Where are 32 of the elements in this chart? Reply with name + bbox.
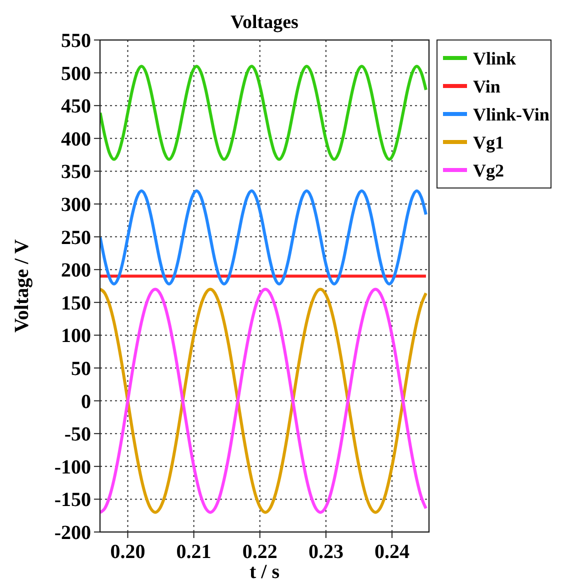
x-tick-label: 0.22	[242, 541, 278, 563]
x-tick-label: 0.21	[176, 541, 212, 563]
y-tick-label: 50	[71, 358, 91, 380]
legend-label: Vg1	[473, 132, 504, 152]
x-axis-title: t / s	[250, 561, 280, 583]
line-series	[100, 189, 428, 286]
legend-label: Vg2	[473, 160, 504, 180]
y-tick-label: 200	[61, 260, 91, 282]
y-tick-label: 100	[61, 325, 91, 348]
y-tick-label: 250	[61, 226, 91, 249]
x-tick-label: 0.23	[308, 541, 344, 563]
y-tick-label: 150	[61, 292, 91, 314]
y-tick-label: -50	[64, 424, 91, 446]
y-tick-label: -150	[54, 489, 91, 512]
line-series	[100, 288, 428, 514]
y-tick-label: 450	[61, 96, 91, 118]
y-tick-label: 400	[61, 128, 91, 150]
y-tick-label: 300	[61, 194, 91, 216]
chart-title: Voltages	[230, 12, 298, 33]
y-tick-label: 350	[61, 161, 91, 184]
x-tick-label: 0.24	[374, 541, 410, 563]
y-tick-label: 0	[81, 390, 91, 413]
y-tick-label: 500	[61, 62, 91, 85]
legend-label: Vlink-Vin	[473, 104, 550, 124]
legend-label: Vlink	[473, 48, 516, 68]
y-tick-label: -100	[54, 456, 91, 478]
y-tick-label: 550	[61, 30, 91, 52]
line-series	[100, 64, 428, 161]
y-axis-title: Voltage / V	[11, 238, 33, 333]
legend-label: Vin	[473, 76, 500, 96]
y-tick-label: -200	[54, 522, 91, 544]
x-tick-label: 0.20	[110, 541, 146, 563]
